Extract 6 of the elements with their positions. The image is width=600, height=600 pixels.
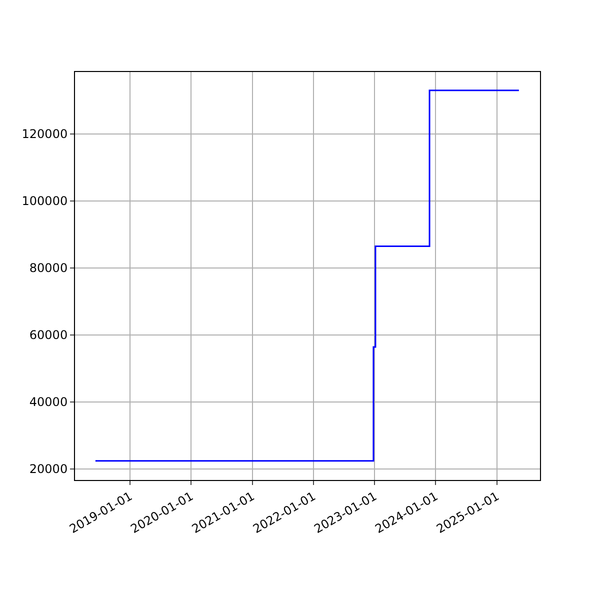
y-tick-label: 80000 xyxy=(29,261,68,276)
y-tick-label: 100000 xyxy=(22,194,68,208)
y-tick-label: 60000 xyxy=(29,328,68,342)
y-tick-label: 20000 xyxy=(29,462,68,476)
y-tick-label: 120000 xyxy=(22,127,68,142)
y-tick-label: 40000 xyxy=(29,395,68,410)
